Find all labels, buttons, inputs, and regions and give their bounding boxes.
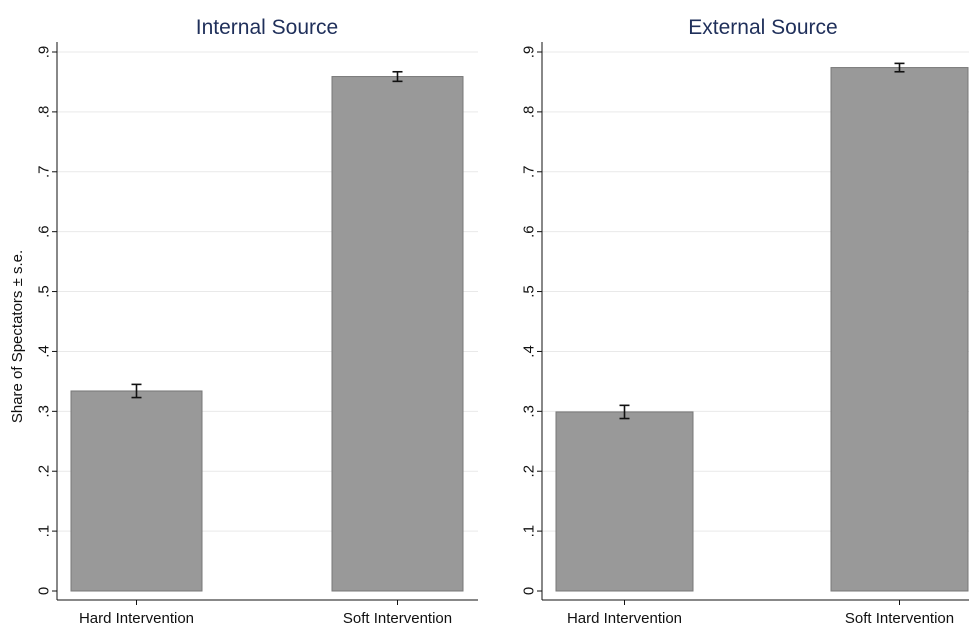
bar-hard-intervention xyxy=(70,390,203,592)
y-tick-label: .7 xyxy=(521,166,538,179)
y-tick-label: .4 xyxy=(36,345,53,358)
y-tick-label: .8 xyxy=(36,106,53,119)
y-tick-label: .9 xyxy=(521,46,538,59)
y-tick-label: .8 xyxy=(521,106,538,119)
y-tick-label: .4 xyxy=(521,345,538,358)
y-tick-label: .1 xyxy=(521,525,538,538)
y-tick-label: 0 xyxy=(521,587,538,595)
bar-soft-intervention xyxy=(331,76,464,592)
y-tick-label: .2 xyxy=(521,465,538,478)
y-tick-label: .9 xyxy=(36,46,53,59)
panel-title: Internal Source xyxy=(196,16,338,39)
y-tick-label: .5 xyxy=(521,285,538,298)
y-tick-label: .6 xyxy=(521,225,538,238)
y-axis-label: Share of Spectators ± s.e. xyxy=(9,250,26,423)
y-tick-label: .3 xyxy=(521,405,538,418)
x-tick-label: Hard Intervention xyxy=(567,610,682,627)
bar-hard-intervention xyxy=(555,411,694,592)
chart-panel-internal-source: Internal Source 0 .1 .2 .3 .4 .5 .6 .7 .8 .9 Share … xyxy=(9,16,478,627)
x-tick-label: Soft Intervention xyxy=(845,610,954,627)
bar-soft-intervention xyxy=(830,67,969,592)
x-tick-label: Soft Intervention xyxy=(343,610,452,627)
chart-panel-external-source: External Source 0 .1 .2 .3 .4 .5 .6 .7 .8 .9 Hard I… xyxy=(521,16,969,627)
y-tick-label: .5 xyxy=(36,285,53,298)
y-tick-label: .7 xyxy=(36,166,53,179)
y-tick-label: .1 xyxy=(36,525,53,538)
y-tick-label: 0 xyxy=(36,587,53,595)
y-tick-label: .2 xyxy=(36,465,53,478)
y-tick-label: .3 xyxy=(36,405,53,418)
panel-title: External Source xyxy=(688,16,837,39)
y-tick-label: .6 xyxy=(36,225,53,238)
x-tick-label: Hard Intervention xyxy=(79,610,194,627)
